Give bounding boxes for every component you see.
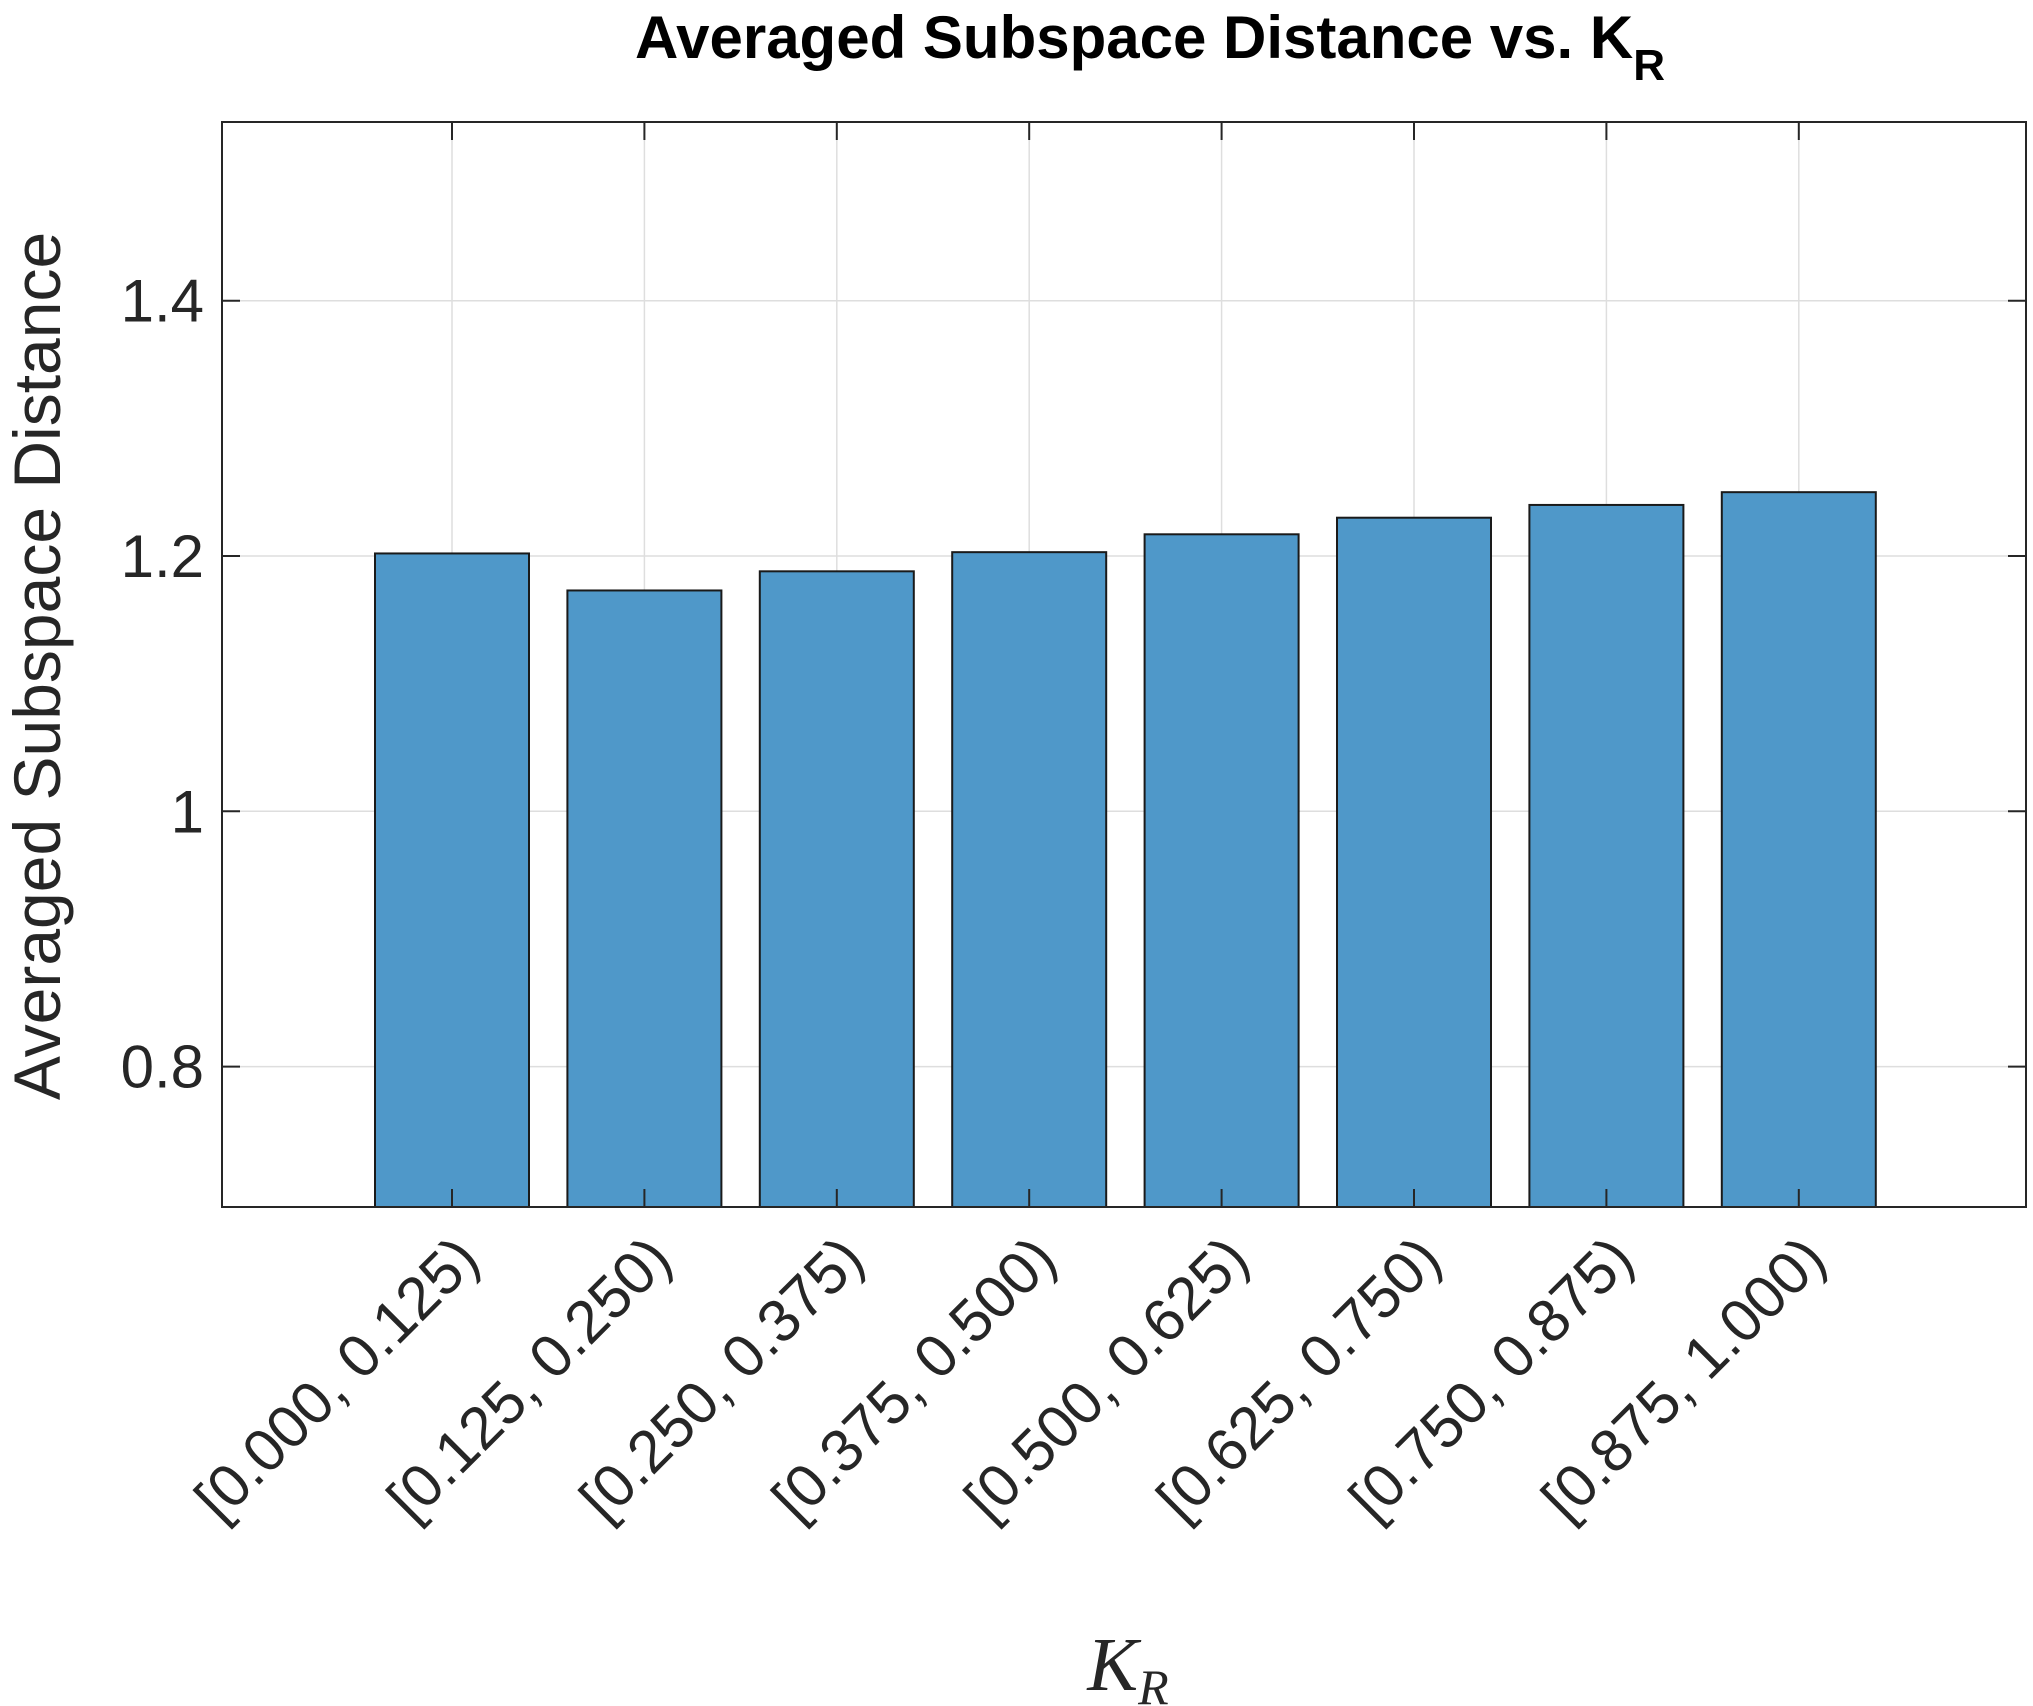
x-axis-label: KR: [1086, 1623, 1168, 1706]
x-tick-labels: [0.000, 0.125)[0.125, 0.250)[0.250, 0.37…: [182, 1224, 1838, 1533]
bar-4: [1143, 533, 1300, 1208]
bar-2: [758, 570, 915, 1208]
bar-0: [374, 552, 530, 1208]
bars: [374, 491, 1877, 1209]
y-axis-label: Averaged Subspace Distance: [0, 232, 74, 1100]
y-tick-label-3: 1.4: [121, 268, 204, 335]
y-tick-label-0: 0.8: [121, 1034, 204, 1101]
chart-title: Averaged Subspace Distance vs. KR: [635, 4, 1665, 90]
bar-5: [1336, 516, 1492, 1208]
y-tick-label-2: 1.2: [121, 523, 204, 590]
bar-7: [1720, 491, 1877, 1209]
bar-3: [951, 551, 1108, 1208]
bar-6: [1528, 503, 1685, 1208]
bar-1: [566, 589, 723, 1208]
axes: [221, 121, 2027, 1208]
y-tick-labels: 0.8 1 1.2 1.4: [121, 268, 204, 1101]
y-tick-label-1: 1: [171, 778, 204, 845]
plot-frame: [221, 121, 2027, 1208]
